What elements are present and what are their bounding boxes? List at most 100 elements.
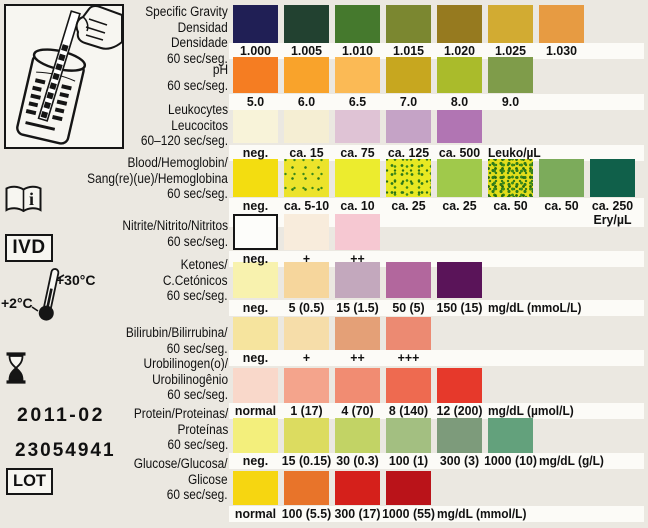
- patch-value-label: 9.0: [501, 94, 520, 109]
- analyte-label: Bilirubin/Bilirrubina/60 sec/seg.: [126, 325, 228, 356]
- patch-value-label: ++: [350, 251, 365, 266]
- patch-value-label: 150 (15): [436, 300, 483, 315]
- patch-value-label: 1.020: [444, 43, 475, 58]
- analyte-label: Nitrite/Nitrito/Nitritos 60 sec/seg.: [122, 218, 228, 249]
- analyte-label: Protein/Proteinas/Proteínas 60 sec/seg.: [134, 406, 228, 453]
- patch-value-label: normal: [234, 403, 277, 418]
- analyte-label-line: Glucose/Glucosa/: [134, 456, 228, 471]
- patch-value-label: ca. 500: [438, 145, 481, 160]
- analyte-label-line: Densidad: [177, 19, 228, 35]
- color-patch: [437, 368, 482, 403]
- patch-value-label: ca. 250: [591, 198, 634, 213]
- patch-value-label: neg.: [242, 453, 269, 468]
- patch-value-label: 1.030: [546, 43, 577, 58]
- analyte-label: Glucose/Glucosa/Glicose 60 sec/seg.: [134, 456, 228, 503]
- analyte-label: Urobilinogen(o)/Urobilinogênio 60 sec/seg…: [143, 356, 228, 403]
- label-band: [229, 94, 644, 110]
- patch-value-label: 1.005: [291, 43, 322, 58]
- patch-value-label: ++: [350, 350, 365, 365]
- color-patch: [284, 159, 329, 197]
- patch-value-label: ca. 75: [340, 145, 375, 160]
- color-patch: [284, 262, 329, 298]
- color-patch: [233, 214, 278, 250]
- patch-value-label: 15 (0.15): [281, 453, 332, 468]
- patch-value-label: neg.: [242, 145, 269, 160]
- patch-value-label: ca. 25: [391, 198, 426, 213]
- color-patch: [335, 5, 380, 43]
- color-patch: [437, 159, 482, 197]
- analyte-label-line: Sang(re)(ue)/Hemoglobina: [87, 170, 228, 186]
- analyte-label-line: Nitrite/Nitrito/Nitritos: [122, 218, 228, 233]
- patch-value-label: 1 (17): [290, 403, 323, 418]
- ivd-badge: IVD: [5, 234, 53, 262]
- color-patch: [335, 368, 380, 403]
- patch-value-label: 1.025: [495, 43, 526, 58]
- color-patch: [386, 418, 431, 453]
- color-patch: [284, 57, 329, 93]
- analyte-label-line: Proteínas: [177, 421, 228, 437]
- patch-value-label: 1.010: [342, 43, 373, 58]
- color-patch: [335, 159, 380, 197]
- storage-temp-min: +2°C: [1, 295, 33, 311]
- expiry-date: 2011-02: [17, 404, 105, 426]
- unit-label: mg/dL (g/L): [539, 453, 604, 468]
- patch-value-label: 5 (0.5): [288, 300, 325, 315]
- patch-value-label: 8 (140): [388, 403, 429, 418]
- analyte-label-line: 60 sec/seg.: [167, 340, 228, 356]
- patch-value-label: +++: [397, 350, 420, 365]
- analyte-label-line: Urobilinogênio: [152, 371, 228, 387]
- patch-value-label: 1.015: [393, 43, 424, 58]
- storage-temp-max: +30°C: [56, 272, 96, 288]
- patch-value-label: 50 (5): [392, 300, 425, 315]
- color-patch: [437, 110, 482, 143]
- color-patch: [335, 57, 380, 93]
- patch-value-label: ca. 25: [442, 198, 477, 213]
- patch-value-label: 7.0: [399, 94, 418, 109]
- analyte-label-line: Specific Gravity: [145, 4, 228, 19]
- patch-value-label: ca. 125: [387, 145, 430, 160]
- patch-value-label: 5.0: [246, 94, 265, 109]
- color-patch: [386, 57, 431, 93]
- color-patch: [335, 418, 380, 453]
- analyte-label: Specific Gravity Densidad Densidade 60 sec/…: [145, 4, 228, 66]
- color-patch: [284, 418, 329, 453]
- color-patch: [437, 5, 482, 43]
- patch-value-label: neg.: [242, 350, 269, 365]
- bottle-and-strip-drawing: [16, 4, 123, 145]
- hand-icon: [75, 4, 123, 50]
- color-patch: [386, 110, 431, 143]
- analyte-label-line: Ketones/: [181, 257, 228, 272]
- label-band: [229, 403, 644, 419]
- color-patch: [284, 214, 329, 250]
- patch-value-label: ca. 10: [340, 198, 375, 213]
- analyte-label-line: Protein/Proteinas/: [133, 406, 228, 421]
- color-patch: [233, 5, 278, 43]
- patch-value-label: 4 (70): [341, 403, 374, 418]
- label-band: [229, 43, 644, 59]
- analyte-label-line: C.Cetónicos: [163, 272, 228, 288]
- color-patch: [284, 5, 329, 43]
- color-patch: [233, 262, 278, 298]
- analyte-label-line: Leukocytes: [167, 102, 228, 117]
- color-patch: [284, 110, 329, 143]
- color-patch: [335, 110, 380, 143]
- analyte-label-line: 60 sec/seg.: [167, 437, 228, 452]
- analyte-label-line: 60 sec/seg.: [167, 77, 228, 93]
- color-patch: [386, 5, 431, 43]
- unit-label: Leuko/µL: [488, 145, 541, 160]
- color-patch: [488, 57, 533, 93]
- patch-value-label: +: [302, 251, 311, 266]
- lot-label: LOT: [13, 472, 46, 490]
- patch-value-label: ca. 50: [493, 198, 528, 213]
- analyte-label-line: 60–120 sec/seg.: [140, 133, 228, 148]
- patch-value-label: 6.5: [348, 94, 367, 109]
- expiry-hourglass-icon: [6, 352, 26, 389]
- analyte-label-line: 60 sec/seg.: [167, 50, 228, 66]
- lot-badge: LOT: [6, 468, 53, 495]
- analyte-label-line: 60 sec/seg.: [167, 387, 228, 402]
- color-patch: [386, 368, 431, 403]
- patch-value-label: 1.000: [240, 43, 271, 58]
- analyte-label-line: 60 sec/seg.: [167, 487, 228, 502]
- patch-value-label: 100 (1): [388, 453, 429, 468]
- color-patch: [386, 159, 431, 197]
